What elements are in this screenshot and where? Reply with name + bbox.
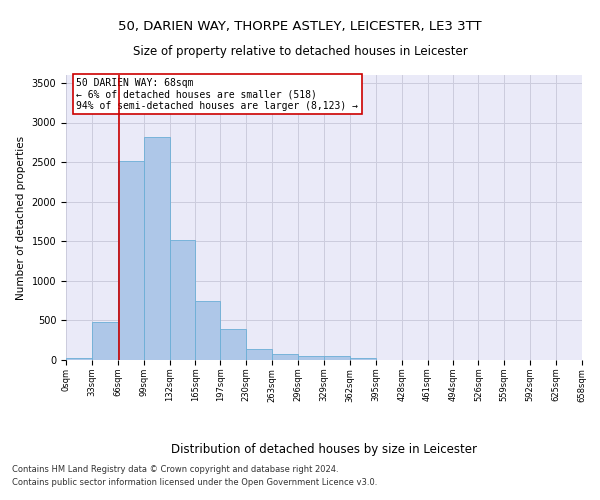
Text: Distribution of detached houses by size in Leicester: Distribution of detached houses by size … bbox=[171, 442, 477, 456]
Text: Size of property relative to detached houses in Leicester: Size of property relative to detached ho… bbox=[133, 45, 467, 58]
Bar bbox=[324, 356, 350, 360]
Bar bbox=[196, 300, 220, 360]
Bar bbox=[298, 356, 324, 360]
Y-axis label: Number of detached properties: Number of detached properties bbox=[16, 136, 26, 300]
Bar bbox=[350, 358, 376, 360]
Text: Contains public sector information licensed under the Open Government Licence v3: Contains public sector information licen… bbox=[12, 478, 377, 487]
Bar bbox=[143, 136, 170, 360]
Text: 50 DARIEN WAY: 68sqm
← 6% of detached houses are smaller (518)
94% of semi-detac: 50 DARIEN WAY: 68sqm ← 6% of detached ho… bbox=[76, 78, 358, 111]
Bar bbox=[92, 322, 118, 360]
Text: Contains HM Land Registry data © Crown copyright and database right 2024.: Contains HM Land Registry data © Crown c… bbox=[12, 466, 338, 474]
Bar bbox=[118, 162, 143, 360]
Bar bbox=[66, 358, 92, 360]
Bar bbox=[170, 240, 196, 360]
Bar bbox=[272, 354, 298, 360]
Bar bbox=[247, 348, 272, 360]
Text: 50, DARIEN WAY, THORPE ASTLEY, LEICESTER, LE3 3TT: 50, DARIEN WAY, THORPE ASTLEY, LEICESTER… bbox=[118, 20, 482, 33]
Bar bbox=[220, 329, 247, 360]
